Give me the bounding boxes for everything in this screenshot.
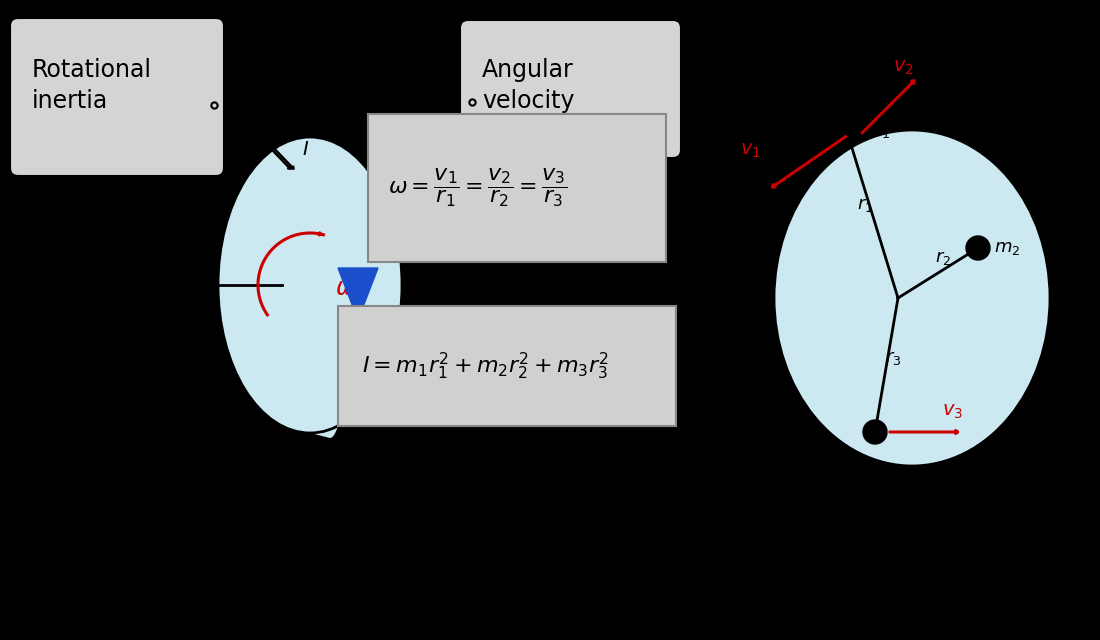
Text: $m_3$: $m_3$ [861,460,888,478]
Ellipse shape [310,142,350,438]
PathPatch shape [310,137,350,438]
Text: $v_2$: $v_2$ [892,58,913,77]
Polygon shape [338,268,378,320]
Circle shape [864,420,887,444]
FancyBboxPatch shape [338,306,676,426]
Text: $\omega = \dfrac{v_1}{r_1} = \dfrac{v_2}{r_2} = \dfrac{v_3}{r_3}$: $\omega = \dfrac{v_1}{r_1} = \dfrac{v_2}… [388,167,568,209]
Ellipse shape [774,130,1050,466]
Text: $m_2$: $m_2$ [994,239,1021,257]
FancyBboxPatch shape [368,114,666,262]
Ellipse shape [218,137,402,433]
Text: Rotational
inertia: Rotational inertia [32,58,152,113]
Text: $I = m_1r_1^2 + m_2r_2^2 + m_3r_3^2$: $I = m_1r_1^2 + m_2r_2^2 + m_3r_3^2$ [362,350,608,381]
FancyBboxPatch shape [10,18,224,176]
Text: $r_1$: $r_1$ [857,196,873,214]
Text: $v_1$: $v_1$ [739,141,760,159]
Text: Angular
velocity: Angular velocity [482,58,574,113]
Text: $I$: $I$ [302,141,309,159]
Text: $\omega$: $\omega$ [336,276,355,300]
Circle shape [966,236,990,260]
Text: $v_3$: $v_3$ [943,403,964,422]
Text: $m_1$: $m_1$ [864,122,890,140]
Circle shape [836,123,860,147]
Text: $r_2$: $r_2$ [935,249,952,267]
Text: $r_3$: $r_3$ [886,349,901,367]
FancyBboxPatch shape [460,20,681,158]
